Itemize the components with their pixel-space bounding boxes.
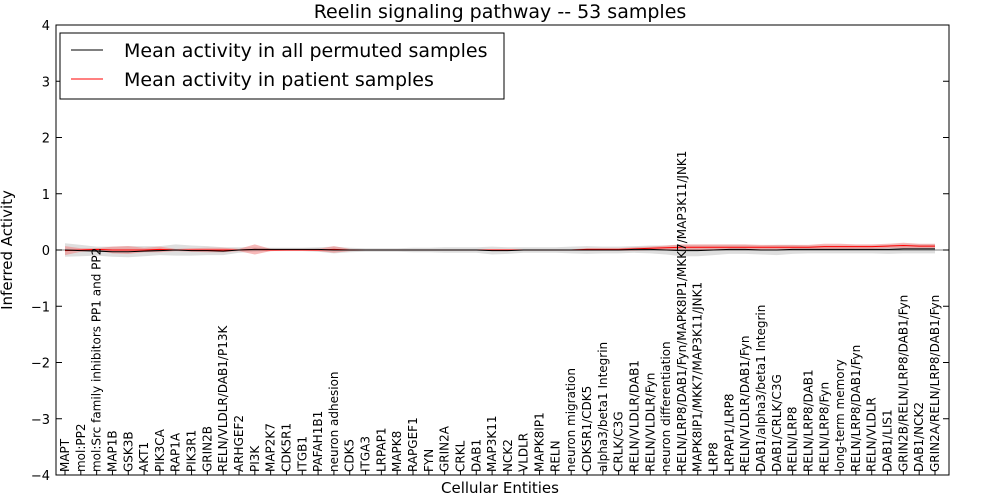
y-tick-label: 3 <box>42 75 50 90</box>
y-tick-label: 0 <box>42 244 50 259</box>
x-axis-label: Cellular Entities <box>441 479 559 497</box>
x-category-label: DAB1 <box>469 439 483 472</box>
x-category-label: PIK3R1 <box>185 430 199 472</box>
x-category-label: GRIN2B/RELN/LRP8/DAB1/Fyn <box>896 295 910 472</box>
y-tick-label: 2 <box>42 132 50 147</box>
x-category-label: mol:Src family inhibitors PP1 and PP2 <box>90 248 104 472</box>
x-category-label: RELN/LRP8/DAB1/Fyn <box>849 345 863 472</box>
legend-label-permuted: Mean activity in all permuted samples <box>124 40 487 62</box>
x-category-label: RELN/VLDLR/Fyn <box>643 373 657 472</box>
x-category-label: alpha3/beta1 Integrin <box>596 342 610 472</box>
x-category-label: neuron migration <box>564 368 578 472</box>
x-category-label: MAPK8 <box>390 431 404 472</box>
x-category-label: RELN/VLDLR/DAB1/Fyn <box>738 336 752 472</box>
x-category-label: GRIN2A <box>438 425 452 472</box>
x-category-label: ITGA3 <box>359 436 373 472</box>
x-category-label: RELN/LRP8 <box>786 406 800 472</box>
x-category-label: RELN/VLDLR <box>865 397 879 472</box>
plot-area <box>56 242 949 258</box>
x-category-label: MAPK8IP1/MKK7/MAP3K11/JNK1 <box>691 282 705 472</box>
y-tick-label: −3 <box>31 413 50 428</box>
x-category-label: LRPAP1 <box>374 427 388 472</box>
y-tick-label: 4 <box>42 19 50 34</box>
x-category-label: AKT1 <box>137 442 151 472</box>
x-category-label: LRP8 <box>707 442 721 472</box>
x-category-label: MAPK8IP1 <box>533 412 547 472</box>
band-patient <box>65 242 935 256</box>
legend-label-patient: Mean activity in patient samples <box>124 69 434 91</box>
x-axis: MAPT mol:PP2 mol:Src family inhibitors PP1… <box>58 151 942 475</box>
x-category-label: GRIN2A/RELN/LRP8/DAB1/Fyn <box>928 295 942 472</box>
x-category-label: DAB1/NCK2 <box>912 402 926 472</box>
legend: Mean activity in all permuted samples Me… <box>59 32 505 100</box>
x-category-label: MAPT <box>58 438 72 472</box>
x-category-label: long-term memory <box>833 359 847 472</box>
x-category-label: CDK5 <box>343 439 357 472</box>
x-category-label: neuron adhesion <box>327 371 341 472</box>
series-line-patient <box>64 244 935 252</box>
x-category-label: GRIN2B <box>200 426 214 472</box>
series-line-permuted <box>64 248 935 253</box>
x-category-label: PI3K <box>248 445 262 472</box>
x-category-label: GSK3B <box>121 431 135 472</box>
legend-box <box>59 32 505 100</box>
x-category-label: RELN/LRP8/Fyn <box>817 382 831 472</box>
x-category-label: DAB1/LIS1 <box>881 409 895 472</box>
x-category-label: CRKL <box>453 440 467 472</box>
x-category-label: PIK3CA <box>153 428 167 472</box>
x-category-label: RELN/LRP8/DAB1 <box>801 369 815 472</box>
x-category-label: MAP1B <box>105 430 119 472</box>
x-category-label: DAB1/alpha3/beta1 Integrin <box>754 305 768 472</box>
x-category-label: PAFAH1B1 <box>311 411 325 472</box>
y-axis: −4 −3 −2 −1 0 1 2 3 4 <box>31 19 949 484</box>
y-tick-label: −4 <box>31 469 50 484</box>
x-category-label: LRPAP1/LRP8 <box>722 393 736 472</box>
y-tick-label: 1 <box>42 188 50 203</box>
x-category-label: CDK5R1 <box>279 423 293 472</box>
x-category-label: RAPGEF1 <box>406 417 420 472</box>
x-category-label: RELN/VLDLR/DAB1/P13K <box>216 325 230 472</box>
x-category-label: RELN/VLDLR/DAB1 <box>627 360 641 472</box>
x-category-label: DAB1/CRLK/C3G <box>770 374 784 472</box>
x-category-label: ARHGEF2 <box>232 415 246 472</box>
x-category-label: VLDLR <box>517 433 531 472</box>
y-tick-label: −2 <box>31 357 50 372</box>
chart-title: Reelin signaling pathway -- 53 samples <box>314 1 687 23</box>
x-category-label: MAP2K7 <box>264 423 278 472</box>
x-category-label: CDK5R1/CDK5 <box>580 386 594 472</box>
x-category-label: RELN <box>548 440 562 472</box>
x-category-label: MAP3K11 <box>485 415 499 472</box>
x-category-label: neuron differentiation <box>659 341 673 472</box>
x-category-label: mol:PP2 <box>74 423 88 472</box>
x-category-label: RAP1A <box>169 432 183 472</box>
y-tick-label: −1 <box>31 300 50 315</box>
x-category-label: FYN <box>422 449 436 472</box>
x-category-label: RELN/LRP8/DAB1/Fyn/MAPK8IP1/MKK7/MAP3K11… <box>675 151 689 472</box>
x-category-label: CRLK/C3G <box>612 411 626 472</box>
x-category-label: ITGB1 <box>295 436 309 472</box>
x-category-label: NCK2 <box>501 439 515 472</box>
y-axis-label: Inferred Activity <box>0 190 16 310</box>
